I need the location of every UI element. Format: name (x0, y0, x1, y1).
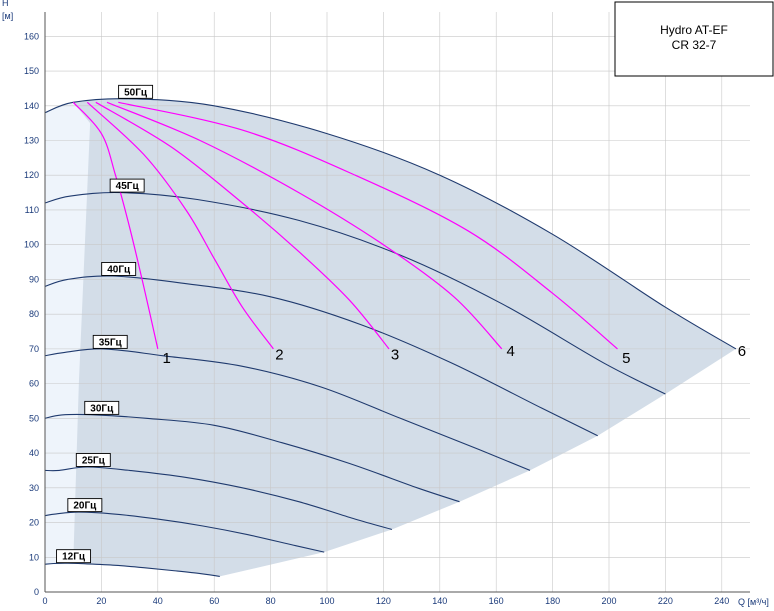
y-tick-label: 90 (29, 274, 39, 284)
x-tick-label: 60 (209, 596, 219, 606)
frequency-label: 20Гц (73, 501, 97, 512)
y-tick-label: 150 (24, 66, 39, 76)
system-curves (72, 101, 618, 350)
curve-number-label: 5 (622, 350, 630, 367)
frequency-label-box (67, 498, 103, 513)
frequency-curve (44, 413, 460, 503)
legend-pump: CR 32-7 (672, 38, 717, 52)
axes: 0 20 40 60 80 100 120 140 160 180 200 220 2400102030… (24, 12, 750, 606)
frequency-label: 25Гц (82, 455, 106, 466)
y-tick-label: 130 (24, 136, 39, 146)
grid (44, 12, 750, 593)
curve-number-label: 1 (162, 350, 170, 367)
x-tick-label: 40 (153, 596, 163, 606)
frequency-label-box (56, 549, 92, 564)
y-tick-label: 80 (29, 309, 39, 319)
y-tick-label: 20 (29, 518, 39, 528)
system-curve (95, 101, 390, 350)
frequency-curve (44, 348, 531, 471)
curve-number-label: 3 (391, 346, 399, 363)
frequency-label: 30Гц (90, 403, 114, 414)
y-tick-label: 110 (25, 205, 39, 215)
low-flow-zone (45, 102, 91, 565)
envelope-fills (45, 98, 736, 577)
x-tick-label: 140 (432, 596, 447, 606)
operating-envelope (45, 98, 736, 577)
x-tick-label: 100 (319, 596, 334, 606)
curve-number-label: 4 (506, 343, 514, 360)
system-curve (106, 101, 503, 350)
frequency-curve (44, 98, 737, 350)
frequency-label: 12Гц (62, 552, 86, 563)
frequency-curve (44, 562, 220, 577)
y-tick-label: 40 (29, 448, 39, 458)
x-tick-label: 80 (266, 596, 276, 606)
legend-model: Hydro AT-EF (660, 23, 728, 37)
y-tick-label: 70 (29, 344, 39, 354)
frequency-label: 45Гц (116, 181, 140, 192)
y-tick-label: 0 (34, 587, 39, 597)
frequency-curve (44, 511, 325, 553)
curve-labels: 50Гц 45Гц 40Гц 35Гц 30Гц 25Гц 20Гц 12Гц 1 2 3 4 5 6 (56, 84, 746, 564)
y-tick-label: 160 (24, 31, 39, 41)
system-curve (72, 101, 159, 350)
x-tick-label: 240 (714, 596, 729, 606)
y-tick-label: 30 (29, 483, 39, 493)
frequency-curve (44, 275, 598, 437)
frequency-label-box (92, 334, 128, 349)
x-tick-label: 120 (376, 596, 391, 606)
frequency-label-box (101, 262, 137, 276)
y-axis-unit: [м] (2, 11, 13, 21)
y-tick-label: 50 (29, 413, 39, 423)
frequency-curve (44, 466, 393, 531)
curve-number-label: 6 (738, 343, 746, 360)
frequency-label-box (118, 84, 154, 99)
frequency-label: 40Гц (107, 264, 131, 275)
x-tick-label: 180 (545, 596, 560, 606)
x-tick-label: 200 (601, 596, 616, 606)
system-curve (118, 101, 618, 350)
y-tick-label: 60 (29, 379, 39, 389)
frequency-label: 35Гц (99, 337, 123, 348)
frequency-label-box (84, 400, 120, 415)
frequency-curves (44, 98, 737, 577)
y-tick-label: 100 (24, 240, 39, 250)
y-axis-title: H (2, 0, 9, 8)
x-tick-label: 220 (658, 596, 673, 606)
y-tick-label: 10 (29, 552, 39, 562)
curve-number-label: 2 (275, 346, 283, 363)
x-axis-title: Q [м³/ч] (738, 597, 769, 607)
frequency-curve (44, 191, 666, 395)
x-tick-label: 160 (489, 596, 504, 606)
frequency-label-box (75, 453, 111, 467)
y-tick-label: 140 (24, 101, 39, 111)
system-curve (86, 101, 274, 350)
legend-box: Hydro AT-EF CR 32-7 (614, 1, 774, 77)
frequency-label: 50Гц (124, 87, 148, 98)
x-tick-label: 20 (96, 596, 106, 606)
y-tick-label: 120 (24, 170, 39, 180)
frequency-label-box (109, 178, 145, 193)
x-tick-label: 0 (42, 596, 47, 606)
legend-frame (614, 1, 774, 77)
